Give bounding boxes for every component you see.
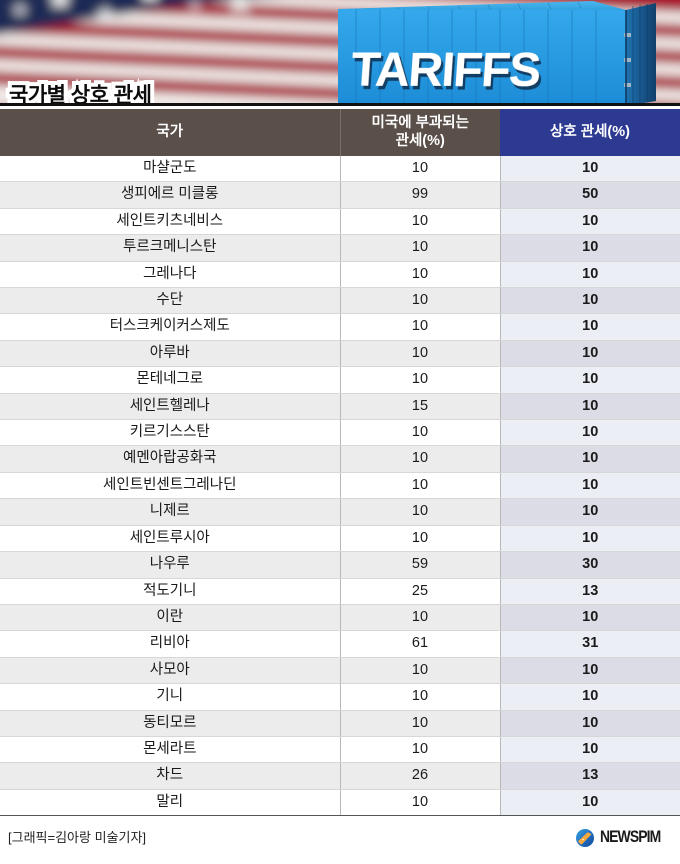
svg-text:TARIFFS: TARIFFS <box>349 44 542 97</box>
